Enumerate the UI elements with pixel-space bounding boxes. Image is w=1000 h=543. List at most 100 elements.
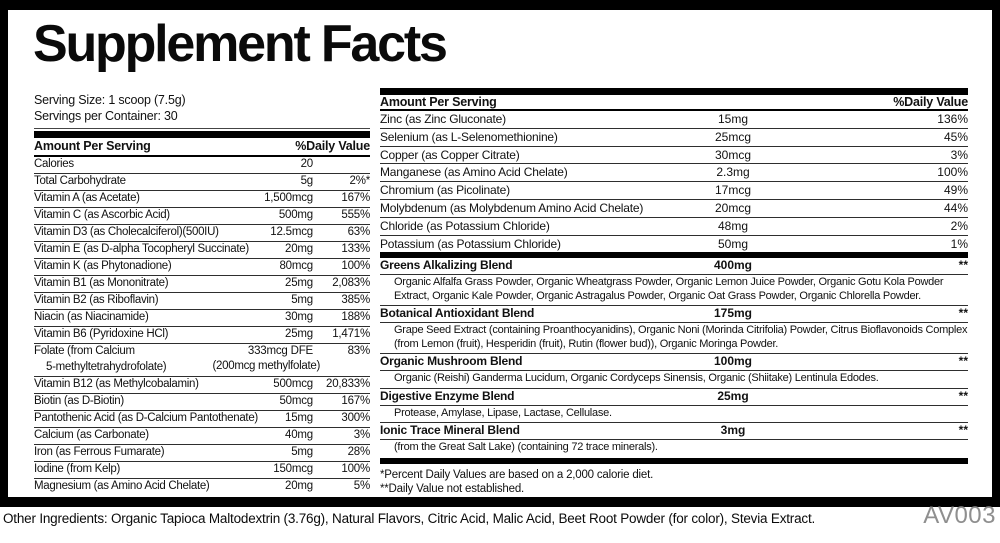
blend-daily-value: ** — [958, 354, 968, 369]
row-amount: 50mg — [717, 236, 749, 251]
row-name: Iodine (from Kelp) — [34, 463, 120, 475]
row-daily-value: 20,833% — [326, 378, 370, 390]
table-row: Zinc (as Zinc Gluconate) 15mg 136% — [380, 111, 968, 129]
row-amount: 1,500mcg — [264, 192, 313, 204]
row-name: Chromium (as Picolinate) — [380, 183, 510, 198]
thick-divider-bar — [34, 131, 370, 138]
table-row: Vitamin B1 (as Mononitrate) 25mg 2,083% — [34, 276, 370, 293]
row-amount: 25mg — [285, 328, 313, 340]
row-daily-value: 49% — [943, 183, 968, 198]
blend-ingredients: Organic Alfalfa Grass Powder, Organic Wh… — [380, 275, 968, 307]
product-code: AV003 — [923, 502, 996, 529]
other-ingredients-text: Other Ingredients: Organic Tapioca Malto… — [3, 511, 816, 526]
footnotes: *Percent Daily Values are based on a 2,0… — [380, 468, 968, 497]
row-name: Iron (as Ferrous Fumarate) — [34, 446, 165, 458]
row-name: Vitamin B1 (as Mononitrate) — [34, 277, 169, 289]
blend-ingredients: (from the Great Salt Lake) (containing 7… — [394, 441, 658, 454]
row-daily-value: 3% — [950, 147, 968, 162]
row-daily-value: 1,471% — [332, 328, 370, 340]
servings-per-container-text: Servings per Container: 30 — [34, 109, 178, 123]
table-row: Chloride (as Potassium Chloride) 48mg 2% — [380, 218, 968, 236]
row-amount: 5mg — [291, 294, 313, 306]
row-amount: 15mg — [717, 112, 749, 126]
row-amount: 2.3mg — [716, 165, 750, 180]
row-amount: 20mg — [285, 243, 313, 255]
row-daily-value: 63% — [347, 226, 371, 238]
blend-amount: 400mg — [713, 258, 753, 273]
row-amount: 5g — [300, 175, 314, 187]
daily-value-header: %Daily Value — [295, 139, 370, 153]
left-table-header: Amount Per Serving %Daily Value — [34, 138, 370, 157]
table-row: Potassium (as Potassium Chloride) 50mg 1% — [380, 236, 968, 253]
table-row: Vitamin B2 (as Riboflavin) 5mg 385% — [34, 293, 370, 310]
blend-amount: 175mg — [713, 306, 753, 321]
row-amount-line2: (200mcg methylfolate) — [212, 360, 321, 372]
row-daily-value: 2%* — [349, 175, 371, 187]
left-table-body: Calories 20 Total Carbohydrate 5g 2%* Vitamin… — [34, 157, 370, 495]
row-amount: 30mg — [285, 311, 313, 323]
row-daily-value: 3% — [353, 429, 370, 441]
row-amount: 20mcg — [714, 200, 752, 215]
supplement-facts-panel: Supplement Facts Serving Size: 1 scoop (… — [0, 0, 1000, 507]
blend-daily-value: ** — [958, 306, 968, 321]
row-daily-value: 136% — [937, 112, 968, 126]
blend-amount: 100mg — [713, 354, 753, 369]
blend-row: Organic Mushroom Blend 100mg ** — [380, 354, 968, 372]
row-daily-value: 555% — [341, 209, 370, 221]
row-daily-value: 300% — [341, 412, 370, 424]
table-row: Vitamin C (as Ascorbic Acid) 500mg 555% — [34, 208, 370, 225]
row-amount: 20 — [300, 158, 314, 170]
blend-amount: 25mg — [717, 388, 749, 403]
row-amount: 17mcg — [714, 183, 752, 198]
daily-value-header: %Daily Value — [893, 95, 968, 109]
row-amount: 25mg — [285, 277, 313, 289]
blend-ingredients: Protease, Amylase, Lipase, Lactase, Cell… — [380, 406, 968, 424]
serving-size-text: Serving Size: 1 scoop (7.5g) — [34, 93, 186, 107]
row-daily-value: 385% — [341, 294, 370, 306]
row-name: Vitamin B12 (as Methylcobalamin) — [34, 378, 199, 390]
row-amount: 20mg — [285, 480, 313, 492]
table-row: Vitamin B12 (as Methylcobalamin) 500mcg 20… — [34, 377, 370, 394]
table-row: Manganese (as Amino Acid Chelate) 2.3mg 10… — [380, 164, 968, 183]
table-row: Biotin (as D-Biotin) 50mcg 167% — [34, 394, 370, 411]
blend-name: Greens Alkalizing Blend — [380, 258, 513, 273]
row-daily-value: 100% — [341, 260, 370, 272]
blend-row: Ionic Trace Mineral Blend 3mg ** — [380, 423, 968, 441]
footnote-daily-values: *Percent Daily Values are based on a 2,0… — [380, 468, 654, 481]
row-name: Total Carbohydrate — [34, 175, 126, 187]
row-name: Vitamin A (as Acetate) — [34, 192, 140, 204]
row-daily-value: 133% — [341, 243, 370, 255]
left-column: Serving Size: 1 scoop (7.5g) Servings pe… — [34, 92, 370, 495]
footnote-not-established: **Daily Value not established. — [380, 483, 525, 496]
row-amount: 30mcg — [714, 147, 752, 162]
row-name: Vitamin C (as Ascorbic Acid) — [34, 209, 170, 221]
row-name: Selenium (as L-Selenomethionine) — [380, 129, 558, 144]
right-column: Amount Per Serving %Daily Value Zinc (as… — [380, 88, 968, 497]
row-name: Potassium (as Potassium Chloride) — [380, 236, 561, 251]
table-row: Total Carbohydrate 5g 2%* — [34, 174, 370, 191]
row-daily-value: 28% — [347, 446, 371, 458]
table-row: Copper (as Copper Citrate) 30mcg 3% — [380, 147, 968, 165]
row-name: Manganese (as Amino Acid Chelate) — [380, 165, 568, 180]
blend-row: Digestive Enzyme Blend 25mg ** — [380, 389, 968, 406]
blend-name: Organic Mushroom Blend — [380, 354, 523, 369]
row-name: Vitamin E (as D-alpha Tocopheryl Succina… — [34, 243, 249, 255]
blend-daily-value: ** — [958, 258, 968, 273]
table-row: Magnesium (as Amino Acid Chelate) 20mg 5% — [34, 479, 370, 495]
row-amount: 40mg — [285, 429, 313, 441]
amount-per-serving-header: Amount Per Serving — [34, 139, 151, 153]
blend-row: Greens Alkalizing Blend 400mg ** — [380, 258, 968, 276]
row-name: Vitamin B6 (Pyridoxine HCl) — [34, 328, 169, 340]
row-amount: 15mg — [285, 412, 313, 424]
section-divider-bar — [380, 252, 968, 259]
table-row: Molybdenum (as Molybdenum Amino Acid Che… — [380, 200, 968, 218]
row-name: Zinc (as Zinc Gluconate) — [380, 112, 506, 126]
table-row: Vitamin A (as Acetate) 1,500mcg 167% — [34, 191, 370, 208]
blend-name: Botanical Antioxidant Blend — [380, 306, 535, 321]
row-amount: 12.5mcg — [270, 226, 313, 238]
row-daily-value: 188% — [341, 311, 370, 323]
row-amount: 500mcg — [273, 378, 313, 390]
table-row: Selenium (as L-Selenomethionine) 25mcg 45% — [380, 129, 968, 147]
right-table-header: Amount Per Serving %Daily Value — [380, 95, 968, 111]
